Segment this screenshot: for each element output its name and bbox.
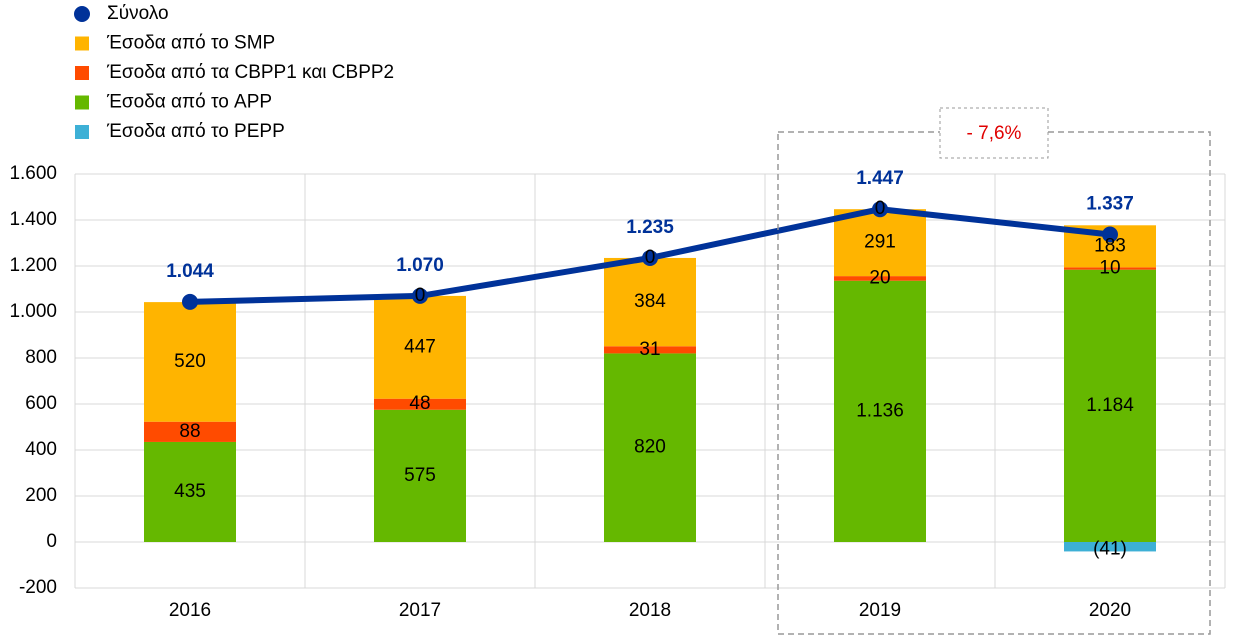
- legend-marker: [75, 95, 89, 110]
- bar-label: 291: [864, 232, 896, 253]
- x-tick-label: 2017: [399, 600, 441, 621]
- y-tick-label: 400: [25, 439, 57, 460]
- bar-label: 48: [409, 393, 430, 414]
- y-tick-label: 0: [46, 531, 57, 552]
- bar-label: 88: [179, 421, 200, 442]
- bar: [604, 346, 696, 354]
- y-tick-label: 1.000: [9, 301, 57, 322]
- bar-label: (41): [1093, 539, 1127, 560]
- bar: [834, 280, 926, 542]
- annotation: - 7,6%: [967, 123, 1022, 144]
- total-marker: [872, 201, 888, 218]
- legend-label: Έσοδα από το SMP: [106, 33, 275, 54]
- x-tick-label: 2020: [1089, 600, 1131, 621]
- bar: [1064, 269, 1156, 542]
- legend-label: Έσοδα από το APP: [106, 92, 272, 113]
- legend-marker: [75, 36, 89, 51]
- total-marker: [1102, 226, 1118, 243]
- bar: [1064, 267, 1156, 270]
- y-tick-label: 800: [25, 347, 57, 368]
- y-tick-label: 1.200: [9, 255, 57, 276]
- bar: [374, 295, 466, 399]
- total-label: 1.070: [396, 255, 444, 276]
- total-marker: [642, 249, 658, 266]
- legend-label: Σύνολο: [107, 3, 169, 24]
- bar: [374, 409, 466, 542]
- bar: [834, 276, 926, 281]
- bar-label: 447: [404, 336, 436, 357]
- bar: [374, 398, 466, 410]
- bar-label: 0: [875, 198, 886, 219]
- bar: [604, 257, 696, 347]
- y-tick-label: -200: [19, 577, 57, 598]
- legend-marker: [75, 66, 89, 80]
- total-label: 1.337: [1086, 194, 1134, 215]
- bar: [834, 209, 926, 277]
- total-label: 1.235: [626, 217, 674, 238]
- bar-label: 435: [174, 481, 206, 502]
- x-tick-label: 2016: [169, 600, 211, 621]
- y-tick-label: 600: [25, 393, 57, 414]
- bar: [604, 353, 696, 542]
- legend-label: Έσοδα από το PEPP: [106, 121, 285, 142]
- bar: [144, 441, 236, 542]
- x-tick-label: 2019: [859, 600, 901, 621]
- bar-label: 575: [404, 465, 436, 486]
- total-marker: [412, 287, 428, 304]
- bar-label: 1.184: [1086, 395, 1134, 416]
- bar-label: 820: [634, 437, 666, 458]
- total-marker: [182, 293, 198, 310]
- bar: [1064, 542, 1156, 552]
- annotation-box: [939, 107, 1049, 159]
- bar-label: 31: [639, 339, 660, 360]
- bar-label: 1.136: [856, 400, 904, 421]
- bar-label: 0: [645, 247, 656, 268]
- bar-label: 0: [415, 285, 426, 306]
- y-tick-label: 1.400: [9, 209, 57, 230]
- y-tick-label: 200: [25, 485, 57, 506]
- bar: [144, 421, 236, 442]
- y-tick-label: 1.600: [9, 163, 57, 184]
- x-tick-label: 2018: [629, 600, 671, 621]
- legend-marker: [75, 125, 89, 139]
- bar: [144, 302, 236, 422]
- bar-label: 520: [174, 351, 206, 372]
- total-label: 1.447: [856, 168, 904, 189]
- legend-label: Έσοδα από τα CBPP1 και CBPP2: [106, 62, 394, 83]
- bar-label: 20: [869, 267, 890, 288]
- bar-label: 183: [1094, 235, 1126, 256]
- legend-marker: [74, 6, 90, 22]
- total-label: 1.044: [166, 261, 214, 282]
- bar-label: 10: [1099, 258, 1120, 279]
- bar-label: 384: [634, 291, 666, 312]
